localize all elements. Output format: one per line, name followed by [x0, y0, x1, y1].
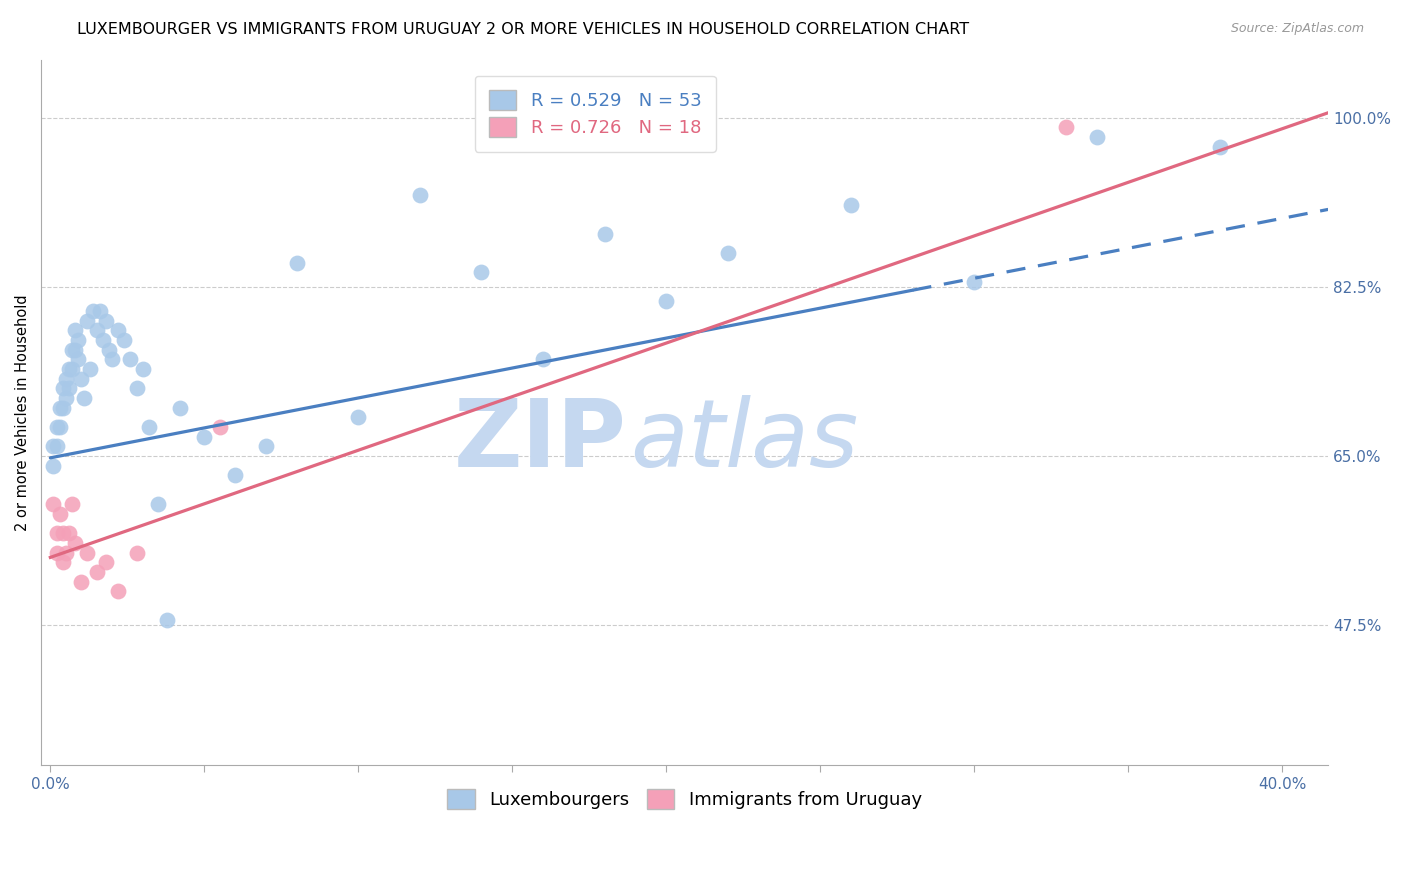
Point [58, 362, 80, 376]
Point [125, 381, 148, 395]
Point [347, 410, 370, 425]
Point [91, 333, 114, 347]
Point [63, 536, 86, 550]
Point [52, 381, 75, 395]
Point [1209, 139, 1232, 153]
Point [48, 401, 70, 415]
Point [42, 497, 65, 511]
Point [42, 439, 65, 453]
Point [45, 545, 67, 559]
Point [409, 188, 432, 202]
Point [52, 555, 75, 569]
Point [42, 458, 65, 473]
Point [254, 439, 277, 453]
Point [101, 352, 124, 367]
Text: ZIP: ZIP [454, 394, 627, 487]
Point [138, 420, 160, 434]
Point [52, 526, 75, 541]
Legend: Luxembourgers, Immigrants from Uruguay: Luxembourgers, Immigrants from Uruguay [440, 781, 929, 816]
Point [86, 565, 108, 579]
Point [224, 468, 246, 483]
Point [67, 352, 90, 367]
Point [146, 497, 169, 511]
Point [107, 323, 129, 337]
Point [70, 574, 93, 589]
Point [285, 255, 308, 269]
Point [94, 313, 117, 327]
Text: atlas: atlas [630, 395, 859, 486]
Point [67, 333, 90, 347]
Point [48, 507, 70, 521]
Point [48, 420, 70, 434]
Text: Source: ZipAtlas.com: Source: ZipAtlas.com [1230, 22, 1364, 36]
Point [125, 545, 148, 559]
Point [531, 352, 554, 367]
Point [156, 613, 179, 627]
Point [120, 352, 142, 367]
Point [52, 401, 75, 415]
Point [112, 333, 135, 347]
Point [63, 343, 86, 357]
Point [55, 371, 77, 385]
Point [593, 227, 616, 241]
Point [70, 371, 93, 385]
Point [55, 545, 77, 559]
Point [60, 497, 83, 511]
Point [58, 381, 80, 395]
Point [76, 545, 98, 559]
Point [63, 323, 86, 337]
Point [60, 343, 83, 357]
Point [60, 362, 83, 376]
Point [45, 420, 67, 434]
Point [82, 304, 104, 318]
Point [717, 246, 740, 260]
Text: LUXEMBOURGER VS IMMIGRANTS FROM URUGUAY 2 OR MORE VEHICLES IN HOUSEHOLD CORRELAT: LUXEMBOURGER VS IMMIGRANTS FROM URUGUAY … [77, 22, 970, 37]
Point [45, 439, 67, 453]
Point [45, 526, 67, 541]
Point [470, 265, 492, 279]
Point [76, 313, 98, 327]
Point [132, 362, 155, 376]
Point [55, 391, 77, 405]
Point [1054, 120, 1077, 135]
Point [79, 362, 101, 376]
Point [89, 304, 111, 318]
Point [97, 343, 120, 357]
Point [1085, 130, 1108, 145]
Point [73, 391, 96, 405]
Point [86, 323, 108, 337]
Point [208, 420, 231, 434]
Point [193, 429, 215, 443]
Point [58, 526, 80, 541]
Point [963, 275, 986, 289]
Point [655, 294, 678, 309]
Point [94, 555, 117, 569]
Point [107, 584, 129, 599]
Point [839, 197, 862, 211]
Point [169, 401, 191, 415]
Y-axis label: 2 or more Vehicles in Household: 2 or more Vehicles in Household [15, 294, 30, 531]
